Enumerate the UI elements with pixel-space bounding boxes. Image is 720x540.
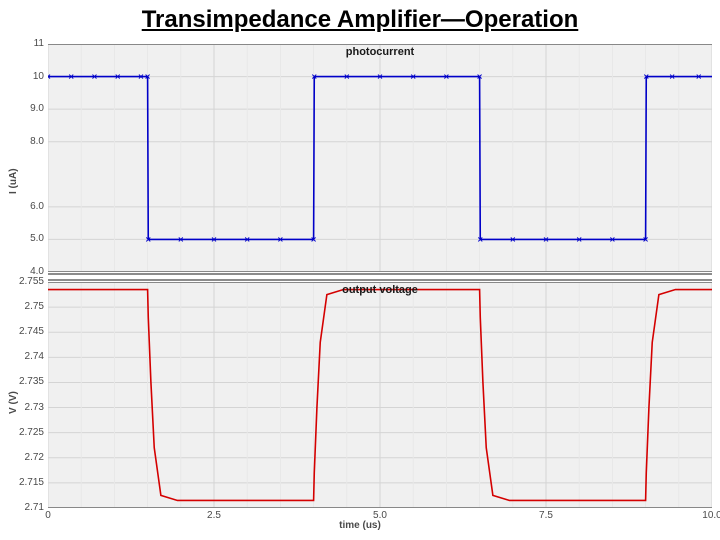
panel-label: output voltage [342, 284, 418, 296]
ytick-label: 2.73 [4, 402, 44, 413]
xtick-label: 10.0 [692, 510, 720, 521]
ytick-label: 6.0 [4, 201, 44, 212]
output-voltage-panel: output voltage [48, 282, 712, 508]
ytick-label: 2.755 [4, 276, 44, 287]
charts-container: I (uA) V (V) time (us) 4.05.06.08.09.010… [0, 44, 720, 534]
ytick-label: 2.72 [4, 452, 44, 463]
ytick-label: 2.745 [4, 326, 44, 337]
ytick-label: 9.0 [4, 103, 44, 114]
x-axis-label: time (us) [0, 520, 720, 531]
ytick-label: 10 [4, 71, 44, 82]
ytick-label: 5.0 [4, 233, 44, 244]
ytick-label: 2.715 [4, 477, 44, 488]
ytick-label: 2.74 [4, 351, 44, 362]
ytick-label: 2.75 [4, 301, 44, 312]
xtick-label: 7.5 [526, 510, 566, 521]
ytick-label: 8.0 [4, 136, 44, 147]
ytick-label: 2.725 [4, 427, 44, 438]
slide-title: Transimpedance Amplifier—Operation [0, 0, 720, 34]
xtick-label: 5.0 [360, 510, 400, 521]
ytick-label: 2.735 [4, 376, 44, 387]
photocurrent-panel: photocurrent [48, 44, 712, 272]
xtick-label: 2.5 [194, 510, 234, 521]
panel-label: photocurrent [346, 46, 415, 58]
panel-divider [48, 272, 712, 282]
xtick-label: 0 [28, 510, 68, 521]
y1-axis-label: I (uA) [8, 168, 19, 194]
ytick-label: 11 [4, 38, 44, 49]
